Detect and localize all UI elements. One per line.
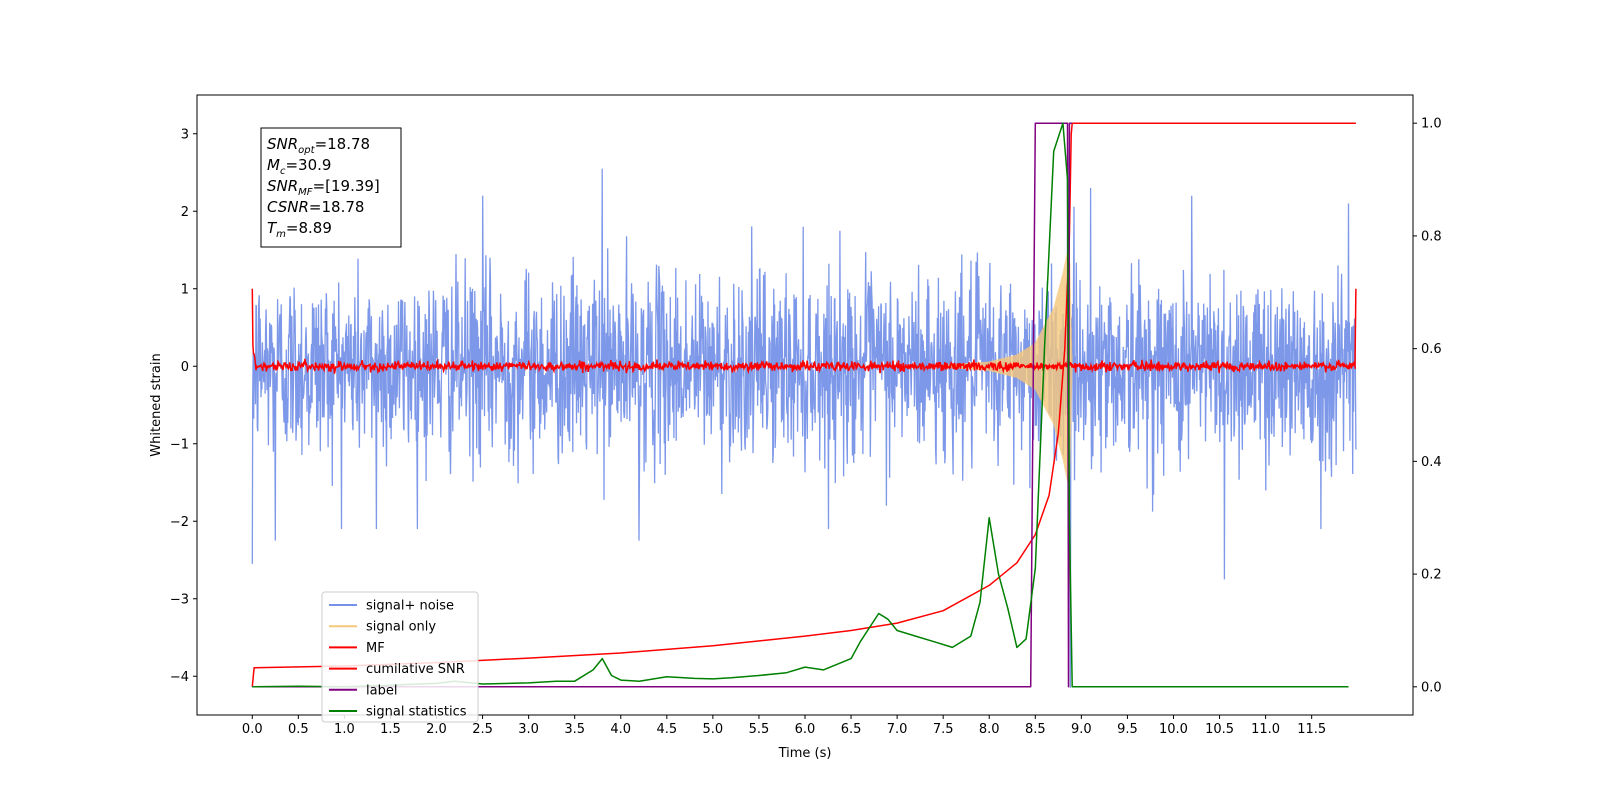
y2-tick-label: 0.4 <box>1421 455 1442 470</box>
csnr-text: CSNR=18.78 <box>267 198 364 216</box>
mc-value: =30.9 <box>285 156 331 174</box>
legend-label: signal+ noise <box>366 599 454 614</box>
x-axis-label: Time (s) <box>778 746 832 761</box>
y2-tick-label: 1.0 <box>1421 117 1442 132</box>
x-tick-label: 8.5 <box>1025 722 1046 737</box>
legend-entries: signal+ noise signal only MF cumilative SNR… <box>329 599 467 720</box>
x-tick-label: 9.0 <box>1071 722 1092 737</box>
series-mf <box>251 288 1357 375</box>
snr-mf-value: =[19.39] <box>313 177 380 195</box>
y-tick-label: 0 <box>181 360 189 375</box>
legend-label: signal only <box>366 620 436 635</box>
axes-layer: 0.0 0.5 1.0 1.5 2.0 2.5 3.0 3.5 4.0 4.5 5.0 5.5 6.0 6… <box>170 94 1442 737</box>
x-tick-label: 2.0 <box>426 722 447 737</box>
legend-box <box>321 591 479 723</box>
x-tick-label: 2.5 <box>472 722 493 737</box>
x-tick-label: 6.0 <box>795 722 816 737</box>
mc-text: Mc=30.9 <box>267 156 331 177</box>
y-axis-label: Whitened strain <box>149 353 164 456</box>
x-tick-label: 8.0 <box>979 722 1000 737</box>
y2-tick-label: 0.8 <box>1421 229 1442 244</box>
y2-tick-label: 0.0 <box>1421 680 1442 695</box>
x-tick-label: 11.5 <box>1297 722 1326 737</box>
x-tick-label: 6.5 <box>841 722 862 737</box>
x-tick-label: 3.5 <box>564 722 585 737</box>
x-tick-label: 4.0 <box>610 722 631 737</box>
snr-mf-text: SNRMF=[19.39] <box>267 177 380 198</box>
tm-text: Tm=8.89 <box>267 219 332 240</box>
csnr-value: =18.78 <box>309 198 365 216</box>
series-label <box>252 122 1073 688</box>
legend: signal+ noise signal only MF cumilative SNR… <box>321 591 479 723</box>
snr-opt-text: SNRopt=18.78 <box>267 135 370 156</box>
info-box: SNRopt=18.78 Mc=30.9 SNRMF=[19.39] CSNR=… <box>260 127 402 248</box>
legend-label: label <box>366 683 397 698</box>
x-tick-label: 7.0 <box>887 722 908 737</box>
x-tick-label: 11.0 <box>1251 722 1280 737</box>
x-tick-label: 5.5 <box>749 722 770 737</box>
x-tick-label: 0.0 <box>242 722 263 737</box>
y-tick-label: 3 <box>181 127 189 142</box>
y-tick-label: −3 <box>170 592 189 607</box>
x-tick-label: 10.0 <box>1159 722 1188 737</box>
tm-value: =8.89 <box>286 219 332 237</box>
y-tick-label: −4 <box>170 670 189 685</box>
x-tick-label: 7.5 <box>933 722 954 737</box>
x-tick-label: 1.5 <box>380 722 401 737</box>
x-tick-label: 5.0 <box>703 722 724 737</box>
x-tick-label: 9.5 <box>1117 722 1138 737</box>
y-tick-label: −1 <box>170 437 189 452</box>
y-tick-label: 2 <box>181 205 189 220</box>
legend-label: signal statistics <box>366 705 467 720</box>
series-signal-only <box>942 242 1073 490</box>
y-tick-label: −2 <box>170 515 189 530</box>
x-tick-label: 4.5 <box>656 722 677 737</box>
x-tick-label: 3.0 <box>518 722 539 737</box>
series-signal-noise <box>251 149 1357 688</box>
series-signal-statistics <box>252 122 1349 688</box>
snr-opt-value: =18.78 <box>315 135 371 153</box>
y2-tick-label: 0.2 <box>1421 568 1442 583</box>
y2-tick-label: 0.6 <box>1421 342 1442 357</box>
x-tick-label: 1.0 <box>334 722 355 737</box>
legend-label: MF <box>366 641 385 656</box>
y-tick-label: 1 <box>181 282 189 297</box>
legend-label: cumilative SNR <box>366 662 465 677</box>
x-tick-label: 10.5 <box>1205 722 1234 737</box>
x-tick-label: 0.5 <box>288 722 309 737</box>
